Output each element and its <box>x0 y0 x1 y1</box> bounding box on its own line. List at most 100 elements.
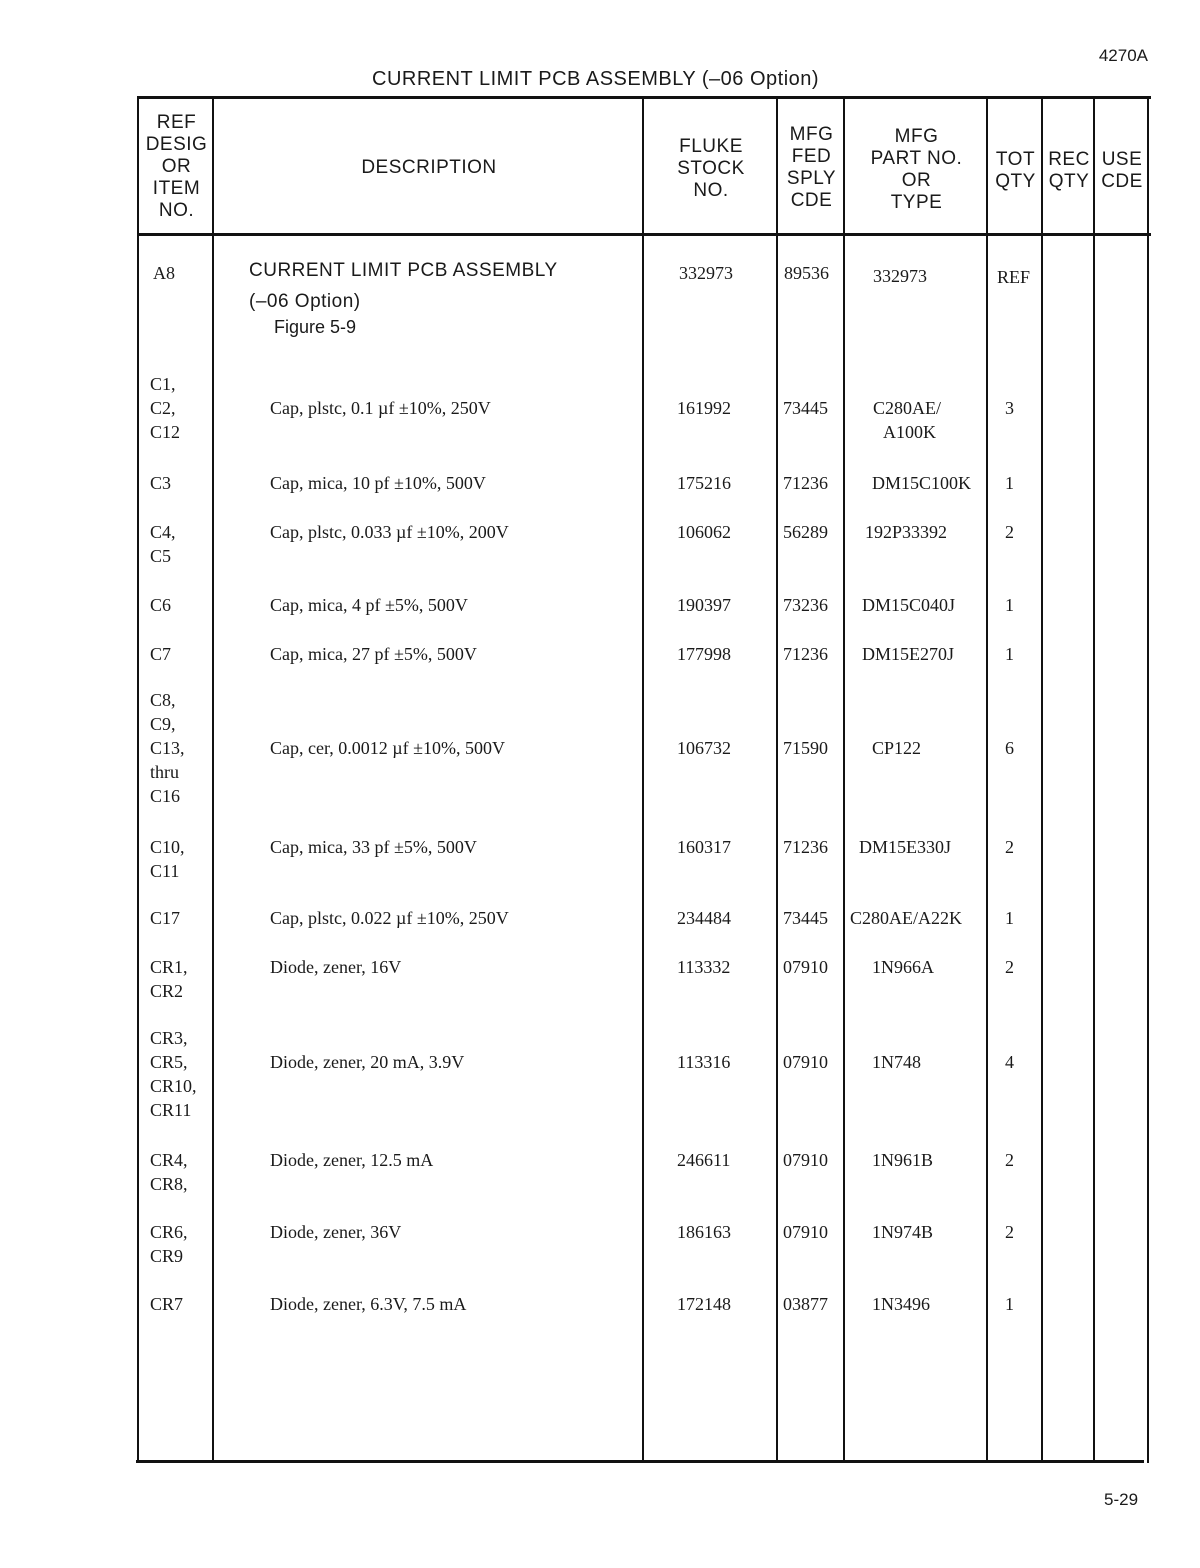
header-part-line: MFG <box>894 126 939 147</box>
mfg-part-no: DM15E270J <box>862 644 955 664</box>
assembly-fed: 89536 <box>784 263 829 283</box>
ref-designator: C5 <box>150 546 172 566</box>
ref-designator: C2, <box>150 398 176 418</box>
description: Cap, plstc, 0.1 µf ±10%, 250V <box>270 398 491 418</box>
mfg-part-no: 1N3496 <box>872 1294 930 1314</box>
ref-designator: thru <box>150 762 179 782</box>
header-part-line: OR <box>901 170 932 191</box>
mfg-part-no: 1N966A <box>872 957 934 977</box>
mfg-fed-sply-cde: 73445 <box>783 908 828 928</box>
ref-designator: C1, <box>150 374 176 394</box>
header-tot-line: QTY <box>995 171 1036 192</box>
mfg-fed-sply-cde: 71590 <box>783 738 828 758</box>
mfg-fed-sply-cde: 73236 <box>783 595 828 615</box>
description: Diode, zener, 16V <box>270 957 402 977</box>
fluke-stock-no: 175216 <box>677 473 731 493</box>
header-stock-line: STOCK <box>677 158 745 179</box>
ref-designator: C17 <box>150 908 181 928</box>
header-rec-qty: REC QTY <box>1043 149 1095 193</box>
page-title: CURRENT LIMIT PCB ASSEMBLY (–06 Option) <box>372 68 820 90</box>
column-divider <box>1147 96 1149 1463</box>
page-number: 5-29 <box>1104 1490 1139 1509</box>
mfg-part-no: A100K <box>883 422 936 442</box>
fluke-stock-no: 172148 <box>677 1294 731 1314</box>
header-fed-line: SPLY <box>786 168 837 189</box>
ref-designator: C7 <box>150 644 172 664</box>
ref-designator: CR11 <box>150 1100 192 1120</box>
ref-designator: CR4, <box>150 1150 188 1170</box>
ref-designator: C16 <box>150 786 181 806</box>
ref-designator: C13, <box>150 738 185 758</box>
assembly-part: 332973 <box>873 266 927 286</box>
mfg-fed-sply-cde: 71236 <box>783 837 828 857</box>
column-divider <box>642 96 644 1463</box>
table-bottom-border <box>136 1460 1144 1463</box>
ref-designator: CR10, <box>150 1076 197 1096</box>
tot-qty: 1 <box>1005 644 1014 664</box>
description: Cap, mica, 27 pf ±5%, 500V <box>270 644 477 664</box>
header-fed-line: FED <box>791 146 832 167</box>
fluke-stock-no: 234484 <box>677 908 731 928</box>
table-top-border <box>138 96 1151 99</box>
fluke-stock-no: 177998 <box>677 644 731 664</box>
ref-designator: C4, <box>150 522 176 542</box>
ref-designator: CR8, <box>150 1174 188 1194</box>
ref-designator: C6 <box>150 595 172 615</box>
header-stock-line: FLUKE <box>679 136 743 157</box>
mfg-fed-sply-cde: 03877 <box>783 1294 828 1314</box>
description: Diode, zener, 36V <box>270 1222 402 1242</box>
header-fed-line: MFG <box>789 124 834 145</box>
mfg-fed-sply-cde: 71236 <box>783 473 828 493</box>
tot-qty: 2 <box>1005 522 1014 542</box>
header-description: DESCRIPTION <box>361 157 497 178</box>
assembly-figure: Figure 5-9 <box>274 317 357 337</box>
fluke-stock-no: 246611 <box>677 1150 731 1170</box>
header-use-cde: USE CDE <box>1095 149 1149 193</box>
ref-designator: CR5, <box>150 1052 188 1072</box>
tot-qty: 2 <box>1005 957 1014 977</box>
header-ref-line: OR <box>161 156 192 177</box>
description: Cap, cer, 0.0012 µf ±10%, 500V <box>270 738 505 758</box>
mfg-fed-sply-cde: 07910 <box>783 1150 828 1170</box>
mfg-fed-sply-cde: 71236 <box>783 644 828 664</box>
mfg-fed-sply-cde: 73445 <box>783 398 828 418</box>
mfg-part-no: DM15C100K <box>872 473 972 493</box>
column-divider <box>776 96 778 1463</box>
mfg-fed-sply-cde: 07910 <box>783 1052 828 1072</box>
fluke-stock-no: 106062 <box>677 522 731 542</box>
assembly-stock: 332973 <box>679 263 733 283</box>
column-divider <box>843 96 845 1463</box>
tot-qty: 1 <box>1005 908 1014 928</box>
description: Cap, mica, 4 pf ±5%, 500V <box>270 595 468 615</box>
description: Cap, mica, 10 pf ±10%, 500V <box>270 473 486 493</box>
header-ref: REF DESIG OR ITEM NO. <box>139 112 214 222</box>
description: Cap, mica, 33 pf ±5%, 500V <box>270 837 477 857</box>
header-ref-line: NO. <box>158 200 195 221</box>
mfg-part-no: 1N748 <box>872 1052 921 1072</box>
fluke-stock-no: 160317 <box>677 837 731 857</box>
mfg-fed-sply-cde: 07910 <box>783 1222 828 1242</box>
mfg-fed-sply-cde: 56289 <box>783 522 828 542</box>
description: Diode, zener, 20 mA, 3.9V <box>270 1052 465 1072</box>
tot-qty: 2 <box>1005 1222 1014 1242</box>
header-rec-line: REC <box>1048 149 1090 170</box>
header-fed-line: CDE <box>790 190 833 211</box>
ref-designator: C9, <box>150 714 176 734</box>
tot-qty: 2 <box>1005 1150 1014 1170</box>
column-divider <box>1041 96 1043 1463</box>
mfg-fed-sply-cde: 07910 <box>783 957 828 977</box>
header-ref-line: ITEM <box>152 178 201 199</box>
mfg-part-no: C280AE/ <box>873 398 942 418</box>
header-part-line: PART NO. <box>870 148 963 169</box>
fluke-stock-no: 113316 <box>677 1052 731 1072</box>
ref-designator: CR2 <box>150 981 184 1001</box>
header-use-line: CDE <box>1101 171 1143 192</box>
header-ref-line: DESIG <box>145 134 208 155</box>
description: Diode, zener, 6.3V, 7.5 mA <box>270 1294 467 1314</box>
header-use-line: USE <box>1101 149 1143 170</box>
tot-qty: 4 <box>1005 1052 1014 1072</box>
fluke-stock-no: 186163 <box>677 1222 731 1242</box>
assembly-description: CURRENT LIMIT PCB ASSEMBLY <box>249 260 558 281</box>
description: Cap, plstc, 0.033 µf ±10%, 200V <box>270 522 509 542</box>
tot-qty: 2 <box>1005 837 1014 857</box>
